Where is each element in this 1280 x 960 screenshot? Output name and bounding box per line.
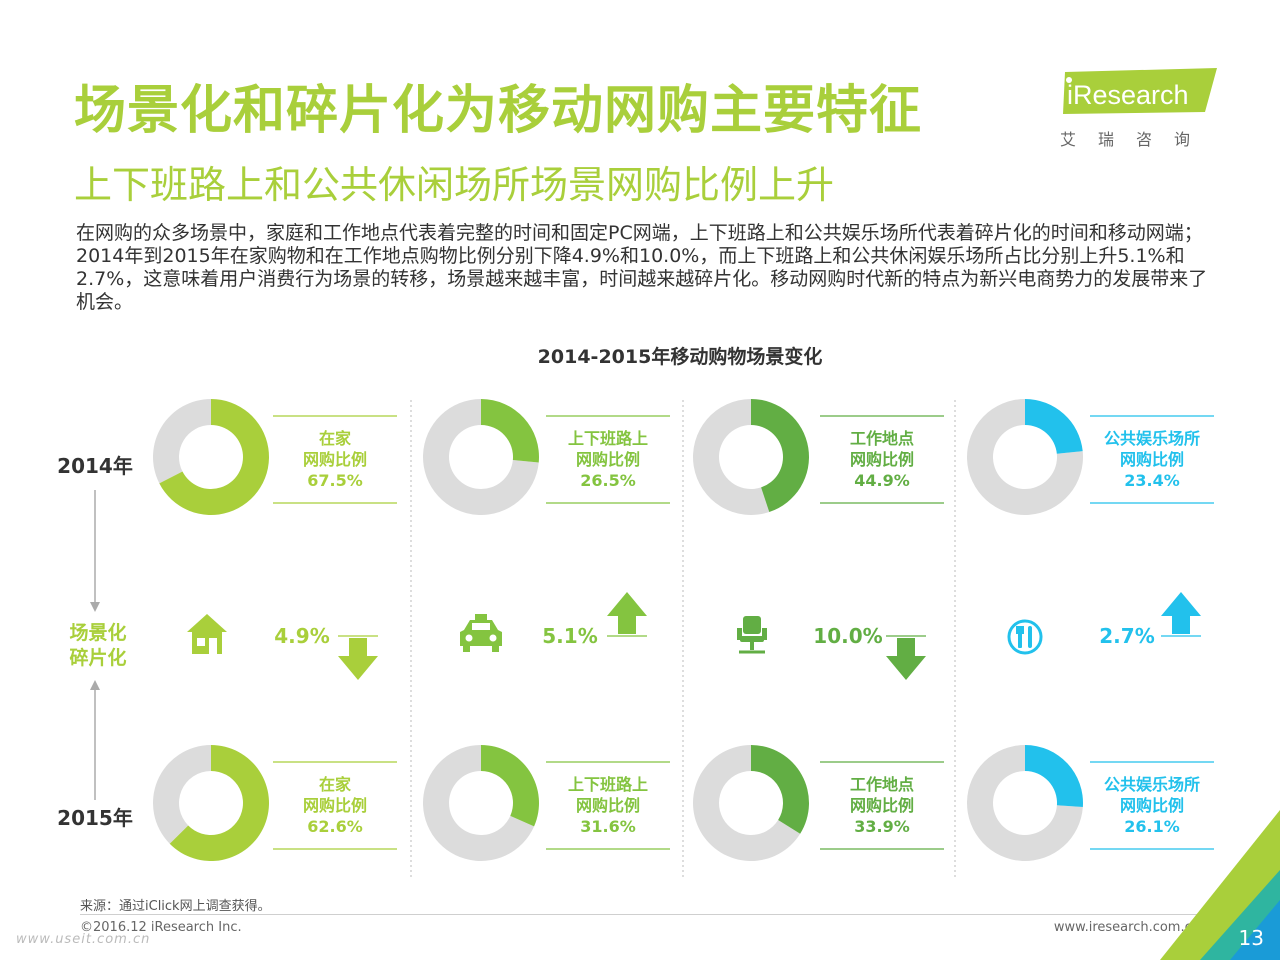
restaurant-icon: [1007, 619, 1043, 655]
taxi-wheel-right: [492, 646, 499, 652]
chair-seat: [740, 636, 764, 642]
house-icon: [187, 614, 227, 654]
arrow-down: [338, 638, 378, 680]
arrow-down: [886, 638, 926, 680]
intro-paragraph: 在网购的众多场景中，家庭和工作地点代表着完整的时间和固定PC网端，上下班路上和公…: [76, 222, 1208, 313]
donut-metric-label: 网购比例: [1120, 796, 1184, 815]
chair-arm-right: [762, 628, 767, 640]
house-door: [209, 638, 217, 654]
donut-slice-工作地点-1: [751, 745, 810, 834]
donut-category-label: 工作地点: [850, 429, 914, 448]
donut-slice-工作地点-0: [751, 399, 810, 513]
donut-remainder-工作地点-0: [693, 399, 770, 515]
page-number: 13: [1238, 926, 1264, 950]
fork-head: [1016, 626, 1024, 634]
change-value: 2.7%: [1099, 624, 1154, 648]
donut-value-label: 62.6%: [307, 817, 363, 836]
arrow-up: [607, 592, 647, 634]
donut-value-label: 26.1%: [1124, 817, 1180, 836]
chair-arm-left: [737, 628, 742, 640]
donut-category-label: 公共娱乐场所: [1104, 775, 1200, 794]
donut-category-label: 工作地点: [850, 775, 914, 794]
donut-remainder-工作地点-1: [693, 745, 801, 861]
source-note: 来源：通过iClick网上调查获得。: [80, 899, 271, 914]
donut-category-label: 公共娱乐场所: [1104, 429, 1200, 448]
donut-metric-label: 网购比例: [576, 796, 640, 815]
house-window: [197, 638, 205, 646]
donut-remainder-上下班路上-1: [423, 745, 535, 861]
taxi-wheel-left: [463, 646, 470, 652]
plate-ring: [1007, 619, 1043, 655]
donut-remainder-上下班路上-0: [423, 399, 539, 515]
house-roof: [187, 614, 227, 632]
side-arrow-up-head: [90, 680, 100, 690]
taxi-icon: [460, 614, 502, 652]
chair-stem: [750, 642, 754, 650]
donut-metric-label: 网购比例: [303, 796, 367, 815]
footer-divider: [80, 914, 1200, 915]
donut-slice-上下班路上-1: [481, 745, 539, 827]
arrow-up: [1161, 592, 1201, 634]
donut-slice-在家-0: [159, 399, 269, 515]
donut-remainder-公共娱乐场所-0: [966, 399, 1083, 515]
page-subtitle: 上下班路上和公共休闲场所场景网购比例上升: [74, 163, 835, 207]
donut-category-label: 上下班路上: [568, 429, 648, 448]
donut-category-label: 在家: [319, 775, 352, 794]
donut-slice-在家-1: [169, 745, 269, 861]
copyright: ©2016.12 iResearch Inc.: [80, 920, 242, 935]
year-label-2014: 2014年: [57, 454, 133, 478]
side-arrow-down-head: [90, 602, 100, 612]
donut-value-label: 31.6%: [580, 817, 636, 836]
donut-remainder-公共娱乐场所-1: [966, 745, 1083, 861]
donut-remainder-在家-0: [153, 399, 211, 484]
change-value: 4.9%: [274, 624, 329, 648]
chart-title: 2014-2015年移动购物场景变化: [537, 346, 823, 368]
knife: [1028, 626, 1032, 648]
donut-value-label: 23.4%: [1124, 471, 1180, 490]
donut-value-label: 44.9%: [854, 471, 910, 490]
donut-remainder-在家-1: [152, 745, 211, 844]
year-label-2015: 2015年: [57, 806, 133, 830]
change-value: 5.1%: [542, 624, 597, 648]
change-value: 10.0%: [813, 624, 882, 648]
side-label-line2: 碎片化: [69, 646, 126, 669]
site-url[interactable]: www.iresearch.com.cn: [1053, 920, 1200, 935]
logo-dot: [1066, 77, 1072, 83]
donut-category-label: 在家: [319, 429, 352, 448]
donut-slice-上下班路上-0: [481, 399, 539, 463]
taxi-light-right: [489, 634, 497, 642]
scenario-donut-chart: 2014年2015年场景化碎片化在家网购比例67.5%在家网购比例62.6%4.…: [57, 399, 1214, 880]
taxi-sign: [475, 614, 487, 620]
logo-chinese-name: 艾瑞咨询: [1060, 130, 1213, 149]
watermark: www.useit.com.cn: [16, 932, 151, 947]
donut-category-label: 上下班路上: [568, 775, 648, 794]
donut-metric-label: 网购比例: [303, 450, 367, 469]
donut-slice-公共娱乐场所-0: [1025, 399, 1083, 454]
donut-metric-label: 网购比例: [576, 450, 640, 469]
page-title: 场景化和碎片化为移动网购主要特征: [74, 81, 923, 141]
donut-value-label: 67.5%: [307, 471, 363, 490]
iresearch-logo: iResearch: [1063, 68, 1217, 114]
chair-back: [743, 616, 761, 634]
taxi-window: [472, 623, 490, 630]
logo-text: iResearch: [1067, 80, 1189, 110]
donut-metric-label: 网购比例: [1120, 450, 1184, 469]
donut-metric-label: 网购比例: [850, 450, 914, 469]
taxi-light-left: [465, 634, 473, 642]
donut-value-label: 33.9%: [854, 817, 910, 836]
logo-banner: [1063, 68, 1217, 114]
house-body: [192, 632, 222, 654]
donut-value-label: 26.5%: [580, 471, 636, 490]
side-label-line1: 场景化: [69, 621, 126, 644]
page-corner-decoration: [1160, 810, 1280, 960]
office-chair-icon: [737, 616, 767, 654]
donut-slice-公共娱乐场所-1: [1025, 745, 1083, 808]
donut-metric-label: 网购比例: [850, 796, 914, 815]
